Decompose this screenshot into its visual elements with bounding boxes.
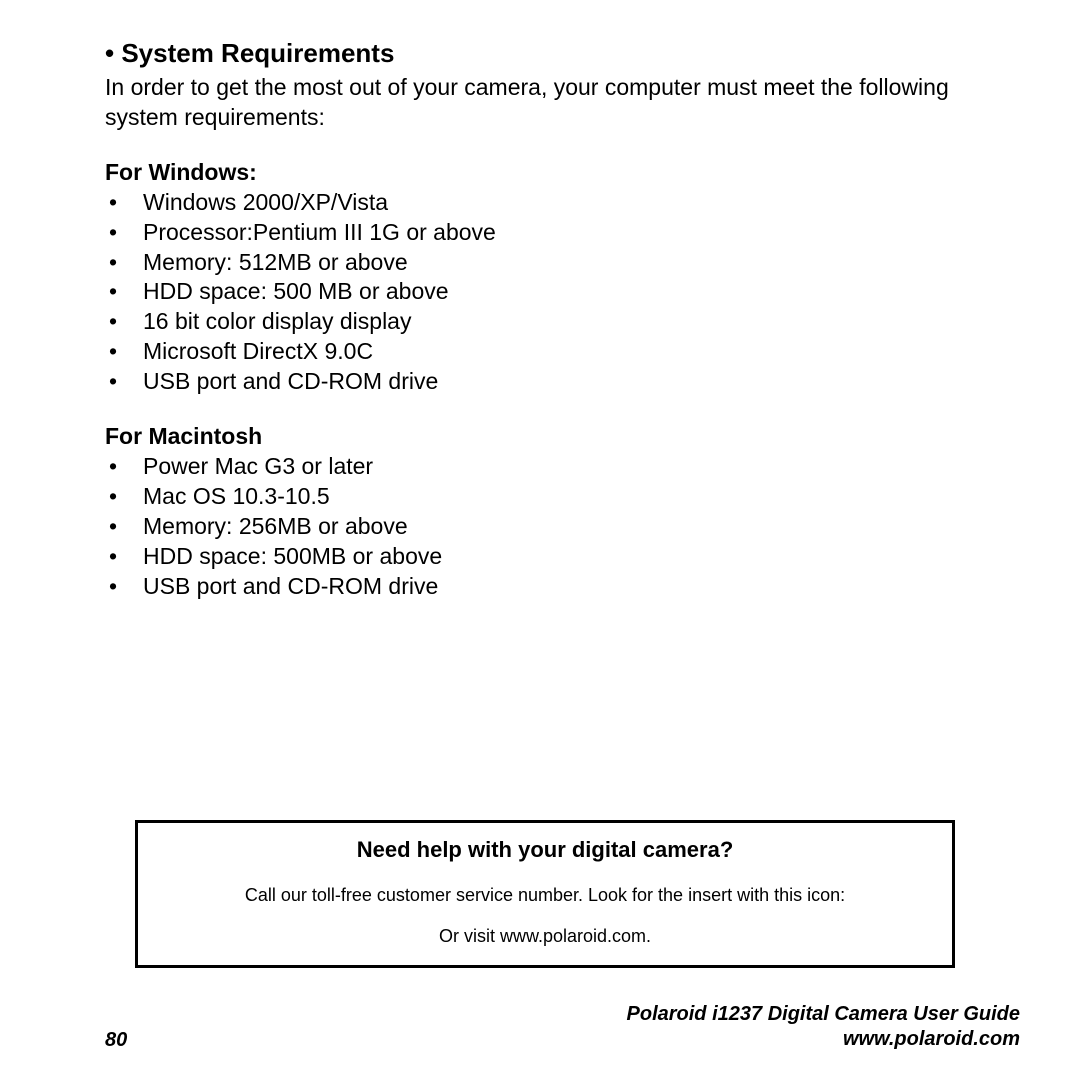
list-item: Power Mac G3 or later (105, 452, 1020, 482)
list-item: Memory: 256MB or above (105, 512, 1020, 542)
list-item: 16 bit color display display (105, 307, 1020, 337)
page-footer: 80 Polaroid i1237 Digital Camera User Gu… (105, 1002, 1020, 1052)
list-item: HDD space: 500MB or above (105, 542, 1020, 572)
mac-requirements-list: Power Mac G3 or later Mac OS 10.3-10.5 M… (105, 452, 1020, 601)
help-box-line2: Or visit www.polaroid.com. (158, 926, 932, 947)
page-number: 80 (105, 1029, 127, 1052)
help-box-line1: Call our toll-free customer service numb… (158, 885, 932, 906)
mac-subheading: For Macintosh (105, 423, 1020, 450)
windows-requirements-list: Windows 2000/XP/Vista Processor:Pentium … (105, 188, 1020, 397)
list-item: Mac OS 10.3-10.5 (105, 482, 1020, 512)
help-box: Need help with your digital camera? Call… (135, 820, 955, 968)
list-item: USB port and CD-ROM drive (105, 367, 1020, 397)
help-box-title: Need help with your digital camera? (158, 837, 932, 863)
list-item: Microsoft DirectX 9.0C (105, 337, 1020, 367)
list-item: Windows 2000/XP/Vista (105, 188, 1020, 218)
intro-text: In order to get the most out of your cam… (105, 73, 1020, 133)
guide-url: www.polaroid.com (843, 1028, 1020, 1050)
section-heading: System Requirements (105, 38, 1020, 69)
list-item: HDD space: 500 MB or above (105, 277, 1020, 307)
windows-subheading: For Windows: (105, 159, 1020, 186)
list-item: USB port and CD-ROM drive (105, 572, 1020, 602)
guide-title: Polaroid i1237 Digital Camera User Guide… (627, 1002, 1020, 1052)
list-item: Memory: 512MB or above (105, 248, 1020, 278)
list-item: Processor:Pentium III 1G or above (105, 218, 1020, 248)
guide-name: Polaroid i1237 Digital Camera User Guide (627, 1003, 1020, 1025)
